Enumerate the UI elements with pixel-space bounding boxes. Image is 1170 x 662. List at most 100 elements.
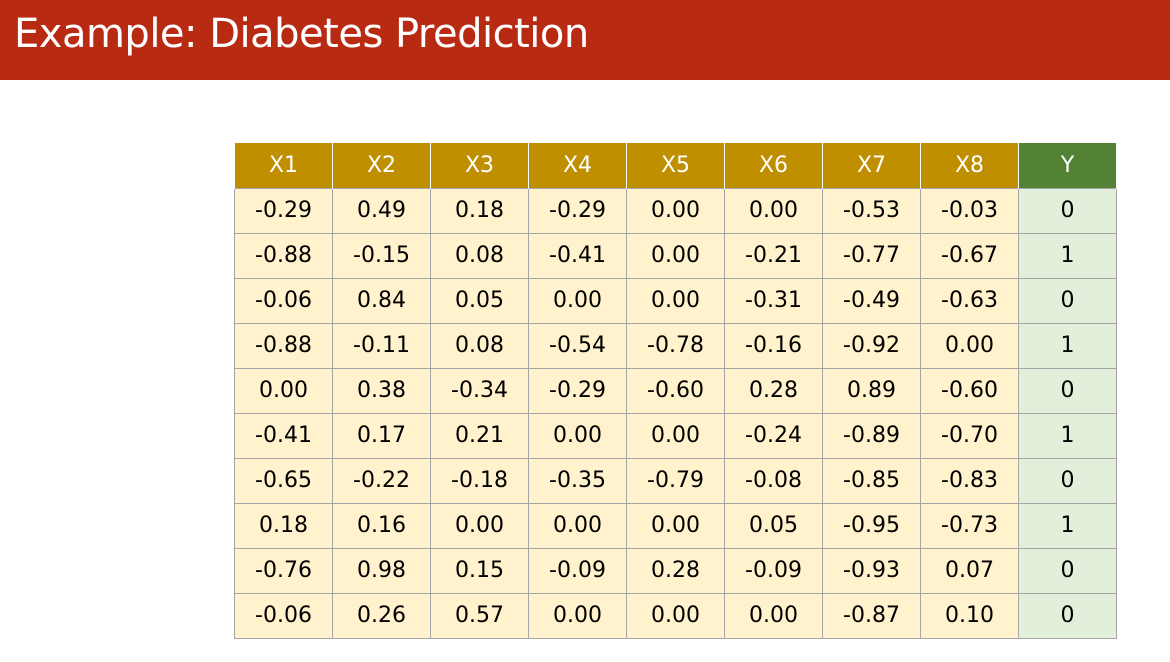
- feature-cell: 0.10: [920, 592, 1019, 639]
- label-cell: 0: [1018, 457, 1117, 504]
- feature-cell: -0.09: [724, 547, 823, 594]
- column-header-y: Y: [1018, 143, 1117, 188]
- column-header-x5: X5: [626, 143, 725, 188]
- feature-cell: 0.16: [332, 502, 431, 549]
- feature-cell: 0.17: [332, 412, 431, 459]
- label-cell: 0: [1018, 367, 1117, 414]
- feature-cell: 0.00: [920, 322, 1019, 369]
- feature-cell: -0.67: [920, 232, 1019, 279]
- feature-cell: -0.63: [920, 277, 1019, 324]
- feature-cell: -0.85: [822, 457, 921, 504]
- feature-cell: -0.65: [234, 457, 333, 504]
- feature-cell: 0.21: [430, 412, 529, 459]
- label-cell: 0: [1018, 187, 1117, 234]
- feature-cell: 0.28: [626, 547, 725, 594]
- column-header-x8: X8: [920, 143, 1019, 188]
- slide-title: Example: Diabetes Prediction: [14, 11, 589, 57]
- feature-cell: -0.79: [626, 457, 725, 504]
- feature-cell: 0.00: [724, 592, 823, 639]
- feature-cell: -0.95: [822, 502, 921, 549]
- label-cell: 1: [1018, 502, 1117, 549]
- label-cell: 0: [1018, 592, 1117, 639]
- table-row: -0.88 -0.11 0.08 -0.54 -0.78 -0.16 -0.92 0.00 1: [234, 322, 1117, 369]
- feature-cell: -0.88: [234, 322, 333, 369]
- feature-cell: -0.41: [528, 232, 627, 279]
- table-row: 0.00 0.38 -0.34 -0.29 -0.60 0.28 0.89 -0.60 0: [234, 367, 1117, 414]
- feature-cell: 0.00: [626, 592, 725, 639]
- feature-cell: 0.08: [430, 232, 529, 279]
- feature-cell: -0.92: [822, 322, 921, 369]
- feature-cell: -0.22: [332, 457, 431, 504]
- feature-cell: -0.06: [234, 592, 333, 639]
- feature-cell: 0.00: [626, 502, 725, 549]
- feature-cell: -0.09: [528, 547, 627, 594]
- table-body: -0.29 0.49 0.18 -0.29 0.00 0.00 -0.53 -0.03 0 -0.…: [234, 187, 1117, 639]
- feature-cell: 0.08: [430, 322, 529, 369]
- feature-cell: -0.08: [724, 457, 823, 504]
- table-row: 0.18 0.16 0.00 0.00 0.00 0.05 -0.95 -0.73 1: [234, 502, 1117, 549]
- feature-cell: 0.00: [626, 412, 725, 459]
- feature-cell: 0.00: [626, 232, 725, 279]
- feature-cell: -0.35: [528, 457, 627, 504]
- feature-cell: 0.00: [430, 502, 529, 549]
- feature-cell: 0.00: [528, 502, 627, 549]
- feature-cell: 0.00: [528, 277, 627, 324]
- feature-cell: -0.03: [920, 187, 1019, 234]
- feature-cell: -0.76: [234, 547, 333, 594]
- column-header-x2: X2: [332, 143, 431, 188]
- feature-cell: -0.31: [724, 277, 823, 324]
- feature-cell: 0.00: [724, 187, 823, 234]
- column-header-x3: X3: [430, 143, 529, 188]
- table-row: -0.88 -0.15 0.08 -0.41 0.00 -0.21 -0.77 -0.67 1: [234, 232, 1117, 279]
- label-cell: 1: [1018, 232, 1117, 279]
- feature-cell: -0.29: [528, 187, 627, 234]
- feature-cell: -0.70: [920, 412, 1019, 459]
- label-cell: 0: [1018, 277, 1117, 324]
- feature-cell: 0.89: [822, 367, 921, 414]
- feature-cell: 0.26: [332, 592, 431, 639]
- column-header-x4: X4: [528, 143, 627, 188]
- feature-cell: 0.84: [332, 277, 431, 324]
- feature-cell: -0.54: [528, 322, 627, 369]
- table-row: -0.76 0.98 0.15 -0.09 0.28 -0.09 -0.93 0.07 0: [234, 547, 1117, 594]
- table-row: -0.06 0.26 0.57 0.00 0.00 0.00 -0.87 0.10 0: [234, 592, 1117, 639]
- feature-cell: -0.16: [724, 322, 823, 369]
- feature-cell: 0.05: [430, 277, 529, 324]
- feature-cell: -0.93: [822, 547, 921, 594]
- diabetes-data-table: X1 X2 X3 X4 X5 X6 X7 X8 Y -0.29 0.49 0.18-…: [234, 143, 1117, 639]
- table-row: -0.65 -0.22 -0.18 -0.35 -0.79 -0.08 -0.85 -0.83…: [234, 457, 1117, 504]
- feature-cell: -0.53: [822, 187, 921, 234]
- feature-cell: -0.11: [332, 322, 431, 369]
- feature-cell: 0.00: [528, 592, 627, 639]
- feature-cell: -0.29: [528, 367, 627, 414]
- feature-cell: 0.57: [430, 592, 529, 639]
- feature-cell: -0.18: [430, 457, 529, 504]
- feature-cell: -0.78: [626, 322, 725, 369]
- feature-cell: 0.00: [528, 412, 627, 459]
- label-cell: 1: [1018, 412, 1117, 459]
- feature-cell: -0.60: [920, 367, 1019, 414]
- feature-cell: -0.73: [920, 502, 1019, 549]
- feature-cell: -0.41: [234, 412, 333, 459]
- feature-cell: -0.83: [920, 457, 1019, 504]
- feature-cell: -0.24: [724, 412, 823, 459]
- feature-cell: 0.15: [430, 547, 529, 594]
- table-row: -0.41 0.17 0.21 0.00 0.00 -0.24 -0.89 -0.70 1: [234, 412, 1117, 459]
- feature-cell: -0.15: [332, 232, 431, 279]
- feature-cell: 0.18: [234, 502, 333, 549]
- feature-cell: 0.05: [724, 502, 823, 549]
- feature-cell: -0.21: [724, 232, 823, 279]
- feature-cell: -0.29: [234, 187, 333, 234]
- table-header-row: X1 X2 X3 X4 X5 X6 X7 X8 Y: [234, 143, 1117, 188]
- feature-cell: 0.28: [724, 367, 823, 414]
- column-header-x1: X1: [234, 143, 333, 188]
- feature-cell: -0.34: [430, 367, 529, 414]
- feature-cell: -0.77: [822, 232, 921, 279]
- label-cell: 0: [1018, 547, 1117, 594]
- table-row: -0.06 0.84 0.05 0.00 0.00 -0.31 -0.49 -0.63 0: [234, 277, 1117, 324]
- label-cell: 1: [1018, 322, 1117, 369]
- table-row: -0.29 0.49 0.18 -0.29 0.00 0.00 -0.53 -0.03 0: [234, 187, 1117, 234]
- feature-cell: -0.60: [626, 367, 725, 414]
- feature-cell: 0.07: [920, 547, 1019, 594]
- feature-cell: -0.06: [234, 277, 333, 324]
